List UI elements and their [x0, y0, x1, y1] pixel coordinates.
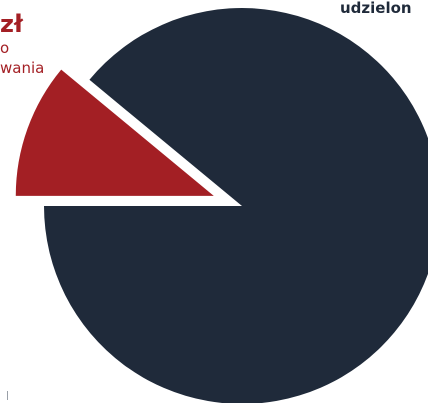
- slice-amount-label: zł: [0, 10, 23, 38]
- pie-slice-udzielon: [44, 8, 428, 403]
- axis-tick-mark: [7, 391, 8, 400]
- slice-label-udzielon: udzielon: [340, 0, 412, 17]
- pie-slice-zl: [15, 69, 214, 196]
- slice-label-line-2: wania: [0, 59, 45, 77]
- slice-label-line-1: o: [0, 39, 10, 57]
